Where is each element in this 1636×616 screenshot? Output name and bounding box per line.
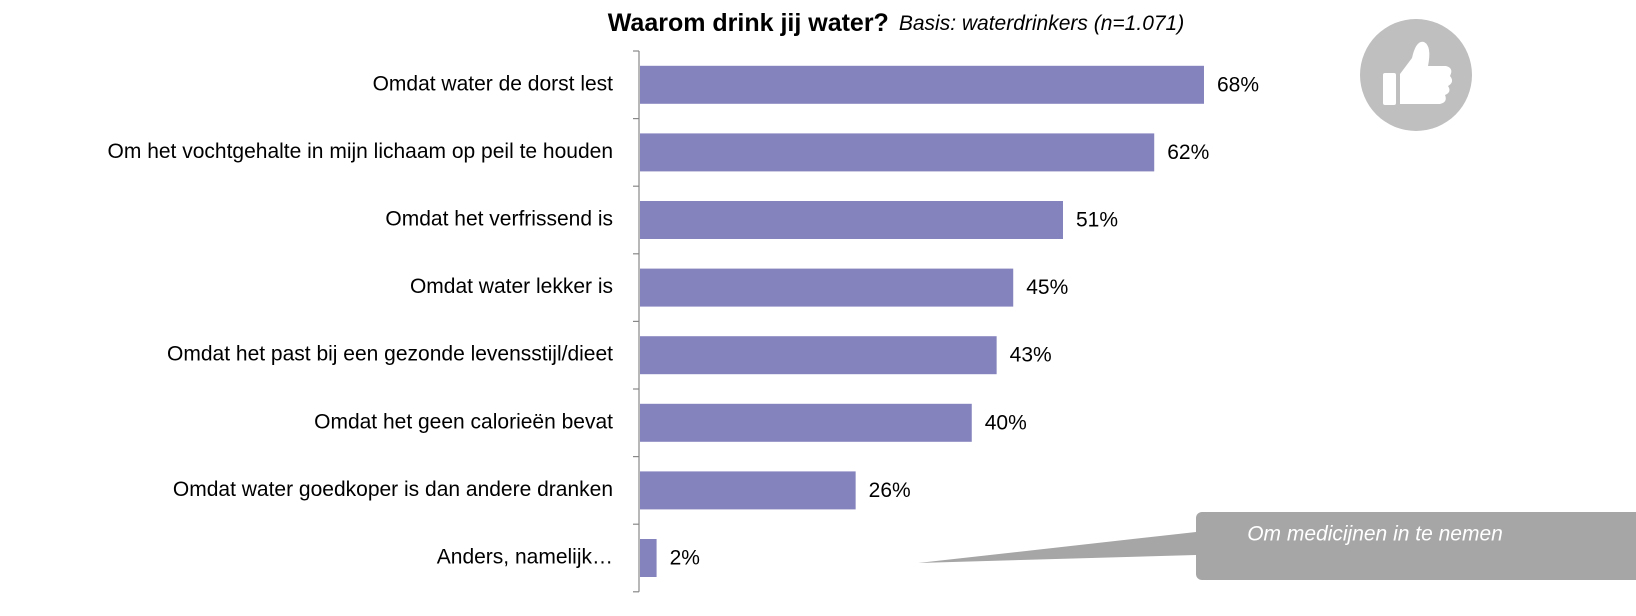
value-label: 68% bbox=[1217, 73, 1259, 96]
category-label: Omdat het verfrissend is bbox=[385, 208, 613, 231]
bar bbox=[640, 471, 856, 510]
icon-cuff bbox=[1383, 73, 1396, 105]
value-label: 43% bbox=[1010, 344, 1052, 367]
value-label: 45% bbox=[1026, 276, 1068, 299]
chart-heading: Waarom drink jij water? Basis: waterdrink… bbox=[608, 9, 1184, 37]
category-label: Omdat het geen calorieën bevat bbox=[314, 410, 613, 433]
value-label: 62% bbox=[1167, 141, 1209, 164]
callout-box bbox=[1196, 512, 1636, 580]
category-label: Om het vochtgehalte in mijn lichaam op p… bbox=[108, 140, 613, 163]
category-label: Omdat water goedkoper is dan andere dran… bbox=[173, 478, 613, 501]
bar bbox=[640, 201, 1063, 239]
chart-subtitle: Basis: waterdrinkers (n=1.071) bbox=[899, 12, 1184, 35]
callout-text: Om medicijnen in te nemen bbox=[1247, 523, 1503, 546]
category-label: Anders, namelijk… bbox=[437, 546, 613, 569]
value-label: 26% bbox=[869, 479, 911, 502]
callout-pointer bbox=[918, 532, 1196, 563]
value-label: 51% bbox=[1076, 209, 1118, 232]
icon-thumb bbox=[1400, 41, 1453, 104]
value-label: 2% bbox=[670, 547, 700, 570]
bar bbox=[640, 336, 997, 375]
callout: Om medicijnen in te nemen bbox=[918, 512, 1636, 580]
bar bbox=[640, 539, 657, 577]
chart-title: Waarom drink jij water? bbox=[608, 9, 889, 37]
thumbs-up-icon bbox=[1360, 19, 1472, 131]
bar bbox=[640, 65, 1204, 104]
bar bbox=[640, 133, 1155, 172]
category-label: Omdat water lekker is bbox=[410, 275, 613, 298]
category-label: Omdat het past bij een gezonde levenssti… bbox=[167, 343, 613, 366]
value-label: 40% bbox=[985, 411, 1027, 434]
bar bbox=[640, 403, 972, 442]
bar bbox=[640, 268, 1014, 307]
category-label: Omdat water de dorst lest bbox=[373, 72, 614, 95]
